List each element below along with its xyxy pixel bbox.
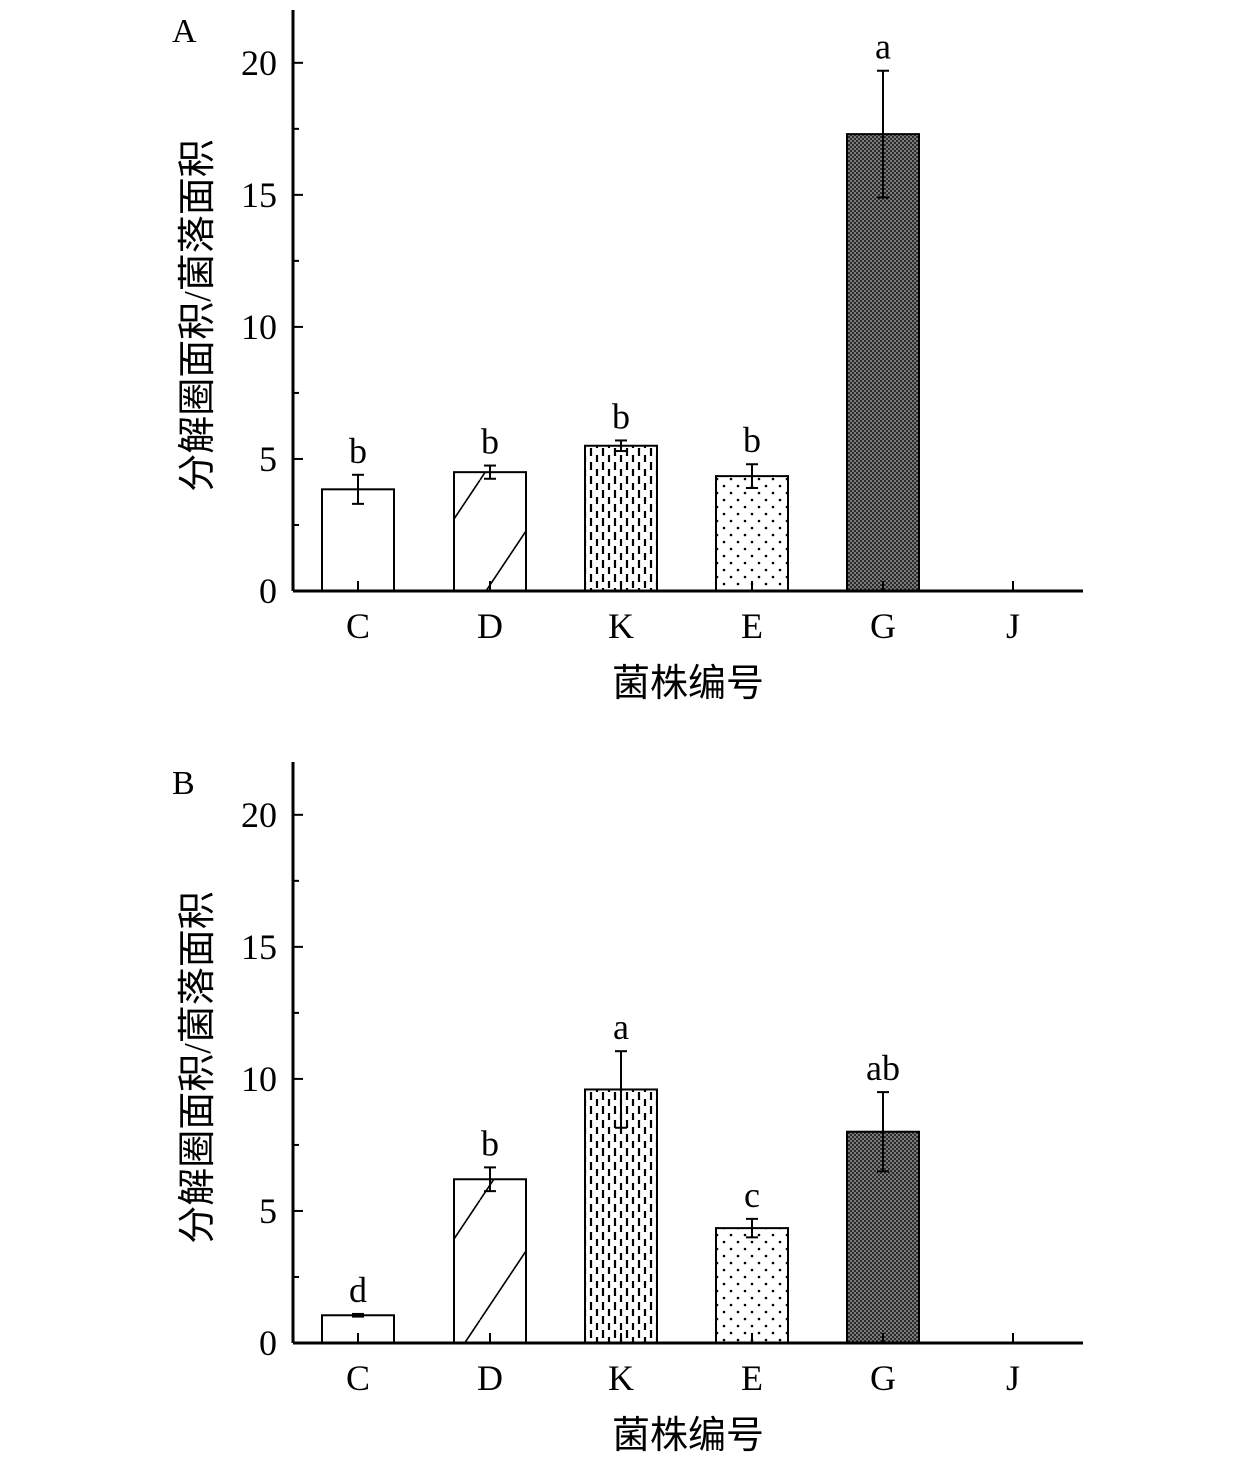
y-tick-label: 10 (241, 1059, 277, 1099)
x-axis-title: 菌株编号 (612, 1415, 764, 1457)
significance-label-D: b (481, 422, 499, 462)
y-axis-title: 分解圈面积/菌落面积 (177, 891, 219, 1244)
bar-D (453, 1178, 527, 1345)
bar-G (846, 133, 920, 592)
error-bar-D (484, 464, 496, 480)
error-bar-G (877, 69, 889, 199)
y-tick-label: 0 (259, 571, 277, 611)
y-tick-label: 15 (241, 927, 277, 967)
error-bar-C (352, 1312, 364, 1318)
bar-E (715, 1227, 789, 1345)
x-tick-label-K: K (608, 1358, 634, 1398)
significance-label-E: b (743, 420, 761, 460)
x-tick-label-C: C (346, 606, 370, 646)
significance-label-K: a (613, 1007, 629, 1047)
x-tick-label-J: J (1006, 1358, 1020, 1398)
y-tick-label: 10 (241, 307, 277, 347)
significance-label-E: c (744, 1175, 760, 1215)
x-axis-title: 菌株编号 (612, 663, 764, 705)
x-tick-label-E: E (741, 1358, 763, 1398)
error-bar-K (615, 1050, 627, 1129)
error-bar-C (352, 473, 364, 505)
chart-panel-a: Ab b b b a 0 5 10 15 20 C D K E G J 菌株编号 分解圈面积/菌落面积 (172, 10, 1083, 705)
y-axis-title: 分解圈面积/菌落面积 (177, 139, 219, 492)
significance-label-K: b (612, 396, 630, 436)
significance-label-C: d (349, 1270, 367, 1310)
y-tick-label: 20 (241, 795, 277, 835)
y-tick-label: 20 (241, 43, 277, 83)
x-tick-label-D: D (477, 606, 503, 646)
significance-label-G: a (875, 27, 891, 67)
panel-label: A (172, 13, 197, 50)
error-bar-D (484, 1166, 496, 1193)
error-bar-K (615, 439, 627, 453)
error-bar-E (746, 463, 758, 490)
bar-K (584, 444, 658, 592)
x-tick-label-G: G (870, 1358, 896, 1398)
y-tick-label: 15 (241, 175, 277, 215)
significance-label-G: ab (866, 1048, 900, 1088)
panel-label: B (172, 765, 195, 802)
x-tick-label-G: G (870, 606, 896, 646)
x-tick-label-C: C (346, 1358, 370, 1398)
bar-E (715, 475, 789, 592)
significance-label-C: b (349, 431, 367, 471)
error-bar-E (746, 1217, 758, 1239)
bar-C (321, 488, 395, 593)
significance-label-D: b (481, 1123, 499, 1163)
y-tick-label: 5 (259, 439, 277, 479)
y-tick-label: 0 (259, 1323, 277, 1363)
error-bar-G (877, 1091, 889, 1173)
y-tick-label: 5 (259, 1191, 277, 1231)
x-tick-label-J: J (1006, 606, 1020, 646)
x-tick-label-D: D (477, 1358, 503, 1398)
bar-D (453, 471, 527, 592)
chart-panel-b: Bd b a c ab 0 5 10 15 20 C D K E G J 菌株编号 分解圈面积/菌落面积 (172, 762, 1083, 1457)
x-tick-label-E: E (741, 606, 763, 646)
x-tick-label-K: K (608, 606, 634, 646)
